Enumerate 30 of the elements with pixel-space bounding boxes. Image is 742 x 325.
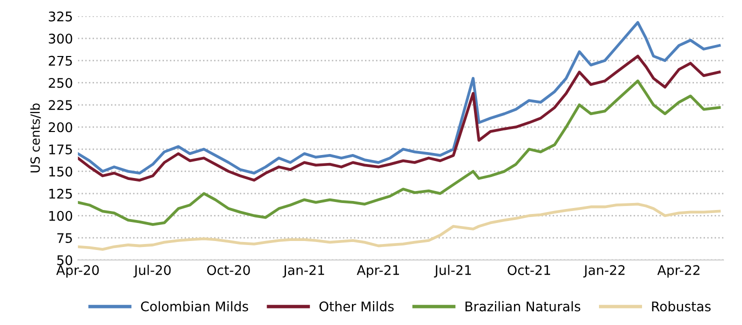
- legend-label: Other Milds: [319, 301, 394, 312]
- y-tick-label: 275: [48, 56, 72, 66]
- x-tick-label: Apr-21: [356, 265, 399, 278]
- y-tick-label: 100: [49, 210, 72, 221]
- y-tick-label: 150: [49, 166, 72, 177]
- line-series: [78, 21, 721, 175]
- x-tick-label: Jan-22: [583, 265, 625, 278]
- line-series: [78, 80, 721, 226]
- y-tick-label: 250: [48, 78, 72, 88]
- legend-label: Robustas: [652, 301, 711, 312]
- y-tick-label: 50: [57, 255, 72, 266]
- y-tick-label: 325: [48, 11, 72, 22]
- x-tick-label: Apr-22: [657, 265, 700, 278]
- y-axis-title: US cents/lb: [30, 104, 41, 172]
- y-tick-label: 225: [48, 100, 72, 110]
- x-tick-label: Jul-21: [434, 264, 471, 278]
- y-tick-label: 200: [48, 122, 72, 132]
- x-tick-label: Oct-20: [207, 265, 250, 276]
- y-tick-label: 125: [49, 188, 72, 199]
- x-tick-label: Oct-21: [508, 265, 550, 276]
- x-tick-label: Apr-20: [56, 265, 99, 278]
- legend-label: Colombian Milds: [140, 301, 248, 312]
- x-tick-label: Jul-20: [133, 264, 171, 278]
- legend-label: Brazilian Naturals: [466, 301, 580, 312]
- line-series: [78, 202, 721, 251]
- y-tick-label: 175: [49, 144, 72, 154]
- y-tick-label: 75: [57, 233, 72, 244]
- x-tick-label: Jan-21: [282, 265, 324, 278]
- y-tick-label: 300: [48, 34, 72, 44]
- line-series: [78, 54, 721, 182]
